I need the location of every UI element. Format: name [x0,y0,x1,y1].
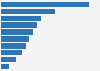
Bar [1,29,33,35]
Bar [1,50,22,55]
Bar [1,36,29,42]
Bar [1,16,41,21]
Bar [1,43,26,48]
Bar [1,9,55,14]
Bar [1,64,9,69]
Bar [1,23,37,28]
Bar [1,57,16,62]
Bar [1,2,88,7]
